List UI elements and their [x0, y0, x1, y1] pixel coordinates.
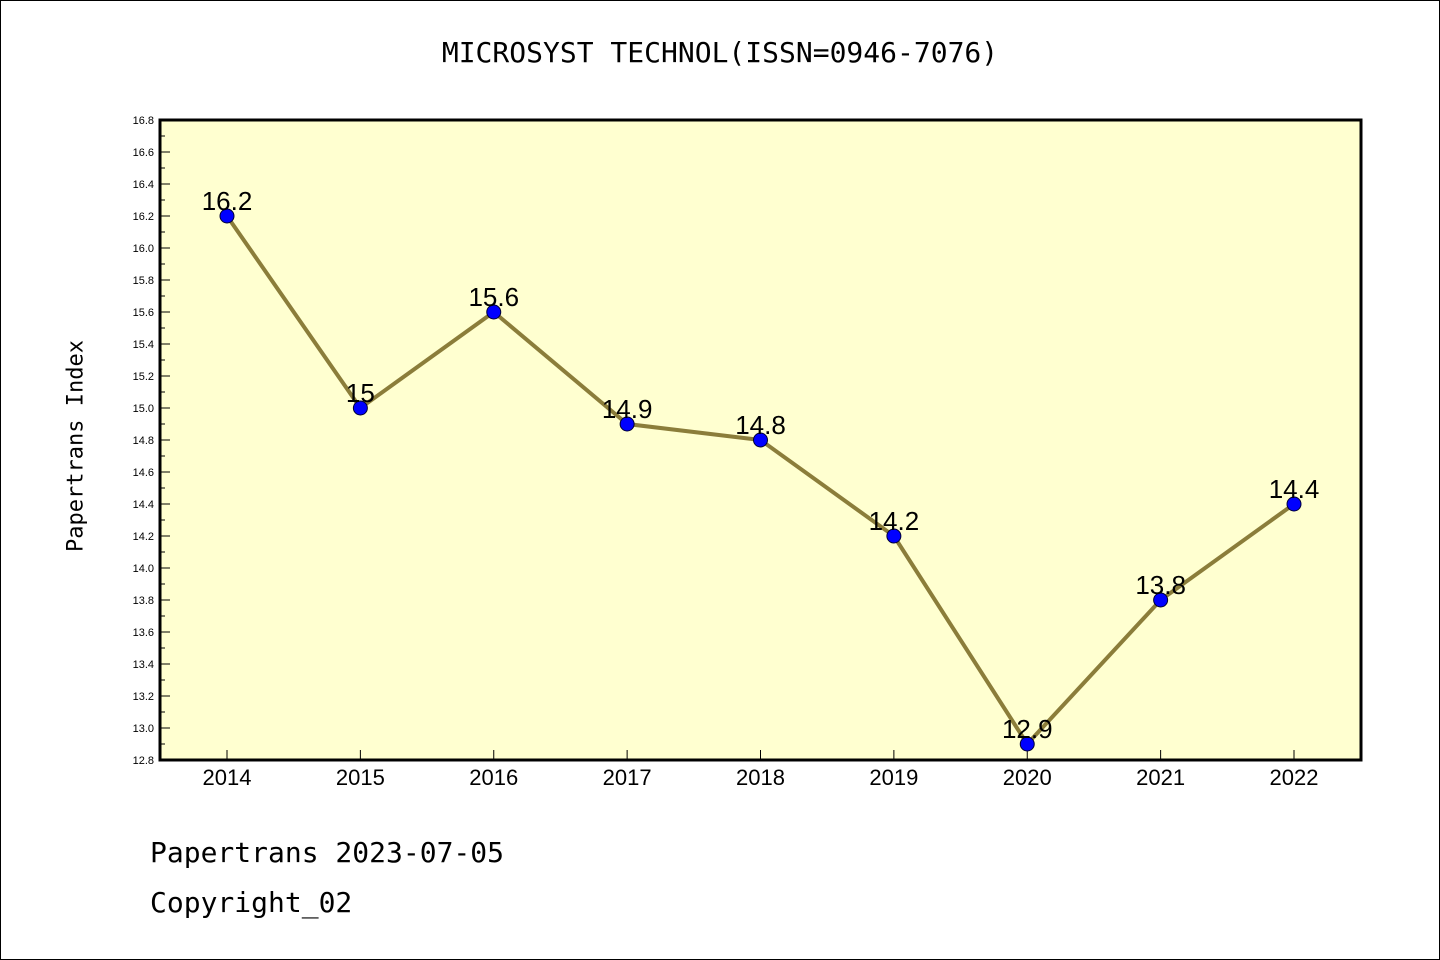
y-tick-label: 16.6 — [133, 147, 154, 159]
x-tick-label: 2020 — [1003, 765, 1052, 790]
y-tick-label: 16.8 — [133, 115, 154, 127]
data-label: 14.8 — [735, 410, 786, 440]
y-tick-label: 14.2 — [133, 531, 154, 543]
x-tick-label: 2022 — [1270, 765, 1319, 790]
data-point — [1153, 592, 1169, 608]
y-tick-label: 15.4 — [133, 339, 154, 351]
footer-copyright: Copyright_02 — [150, 886, 353, 919]
y-tick-label: 14.0 — [133, 563, 154, 575]
data-point — [219, 208, 235, 224]
data-point — [1019, 736, 1035, 752]
data-point — [753, 432, 768, 448]
data-label: 12.9 — [1002, 714, 1053, 744]
y-tick-label: 13.6 — [133, 627, 154, 639]
y-tick-label: 14.6 — [133, 467, 154, 479]
y-tick-label: 13.4 — [133, 659, 154, 671]
y-tick-label: 15.8 — [133, 275, 154, 287]
data-label: 13.8 — [1135, 570, 1186, 600]
y-tick-label: 13.0 — [133, 723, 154, 735]
data-point — [619, 416, 635, 432]
x-axis: 2014 2015 2016 2017 2018 2019 2020 2021 2022 — [203, 750, 1319, 790]
y-tick-label: 16.0 — [133, 243, 154, 255]
data-label: 14.4 — [1269, 474, 1320, 504]
x-tick-label: 2015 — [336, 765, 385, 790]
footer-date: Papertrans 2023-07-05 — [150, 836, 505, 869]
y-tick-label: 15.2 — [133, 371, 154, 383]
data-label: 15 — [346, 378, 375, 408]
x-tick-label: 2014 — [203, 765, 252, 790]
data-label: 14.2 — [869, 506, 920, 536]
y-tick-label: 15.0 — [133, 403, 154, 415]
y-tick-label: 13.2 — [133, 691, 154, 703]
x-tick-label: 2016 — [469, 765, 518, 790]
x-tick-label: 2019 — [869, 765, 918, 790]
y-tick-label: 13.8 — [133, 595, 154, 607]
chart-title: MICROSYST TECHNOL(ISSN=0946-7076) — [441, 36, 999, 69]
y-tick-label: 12.8 — [133, 755, 154, 767]
x-tick-label: 2018 — [736, 765, 785, 790]
data-labels: 16.2 15 15.6 14.9 14.8 14.2 12.9 13.8 14.4 — [202, 186, 1320, 744]
data-label: 14.9 — [602, 394, 653, 424]
data-label: 15.6 — [468, 282, 519, 312]
data-point — [1286, 496, 1302, 512]
y-tick-label: 14.4 — [133, 499, 154, 511]
y-axis: 12.8 13.0 13.2 13.4 13.6 13.8 14.0 14.2 14.4 14.6… — [133, 115, 170, 767]
data-points — [219, 208, 1302, 752]
x-tick-label: 2017 — [603, 765, 652, 790]
y-tick-label: 16.2 — [133, 211, 154, 223]
y-tick-label: 14.8 — [133, 435, 154, 447]
data-point — [886, 528, 902, 544]
data-point — [352, 400, 368, 416]
y-tick-label: 15.6 — [133, 307, 154, 319]
x-tick-label: 2021 — [1136, 765, 1185, 790]
plot-border — [158, 118, 1363, 762]
data-label: 16.2 — [202, 186, 253, 216]
y-tick-label: 16.4 — [133, 179, 154, 191]
data-point — [486, 304, 502, 320]
